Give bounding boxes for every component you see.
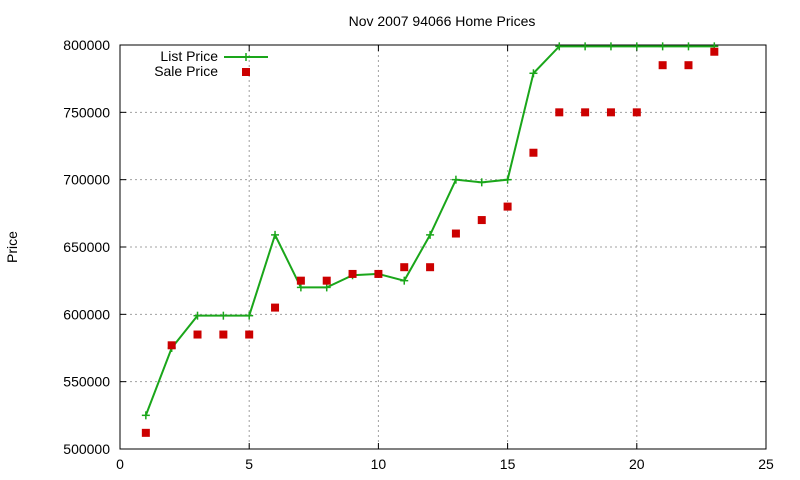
sale-price-point [167, 341, 176, 350]
list-price-point [245, 311, 254, 320]
legend-swatch-list-price [224, 53, 268, 61]
list-price-point [555, 42, 564, 51]
series-line-list-price [144, 45, 715, 416]
sale-price-point [581, 108, 590, 117]
list-price-point [503, 175, 512, 184]
list-price-point [529, 69, 538, 78]
list-price-point [219, 311, 228, 320]
sale-price-point [477, 216, 486, 225]
sale-price-point [684, 61, 693, 70]
y-tick-label: 500000 [63, 441, 110, 457]
sale-price-point [400, 263, 409, 272]
y-tick-label: 750000 [63, 104, 110, 120]
sale-price-point [245, 330, 254, 339]
y-tick-label: 700000 [63, 172, 110, 188]
x-tick-label: 15 [500, 456, 516, 472]
grid [120, 45, 766, 449]
sale-price-point [555, 108, 564, 117]
sale-price-point [322, 276, 331, 285]
y-tick-label: 650000 [63, 239, 110, 255]
y-tick-label: 800000 [63, 37, 110, 53]
sale-price-point [374, 269, 383, 278]
sale-price-point [503, 202, 512, 211]
sale-price-point [632, 108, 641, 117]
list-price-point [141, 411, 150, 420]
list-price-point [400, 276, 409, 285]
list-price-point [477, 178, 486, 187]
list-price-point [451, 175, 460, 184]
x-tick-label: 10 [371, 456, 387, 472]
list-price-point [296, 283, 305, 292]
sale-price-point [451, 229, 460, 238]
legend-label-sale-price: Sale Price [154, 63, 218, 79]
y-axis-label: Price [4, 231, 20, 263]
list-price-point [632, 42, 641, 51]
sale-price-point [710, 47, 719, 56]
plot-frame [119, 44, 767, 450]
list-price-point [322, 283, 331, 292]
x-tick-label: 20 [629, 456, 645, 472]
y-tick-label: 550000 [63, 374, 110, 390]
sale-price-point [426, 263, 435, 272]
legend-swatch-sale-price [242, 68, 250, 76]
sale-price-point [296, 276, 305, 285]
sale-price-point [606, 108, 615, 117]
series [141, 42, 719, 437]
sale-price-point [193, 330, 202, 339]
chart-title: Nov 2007 94066 Home Prices [349, 13, 536, 29]
list-price-point [684, 42, 693, 51]
y-tick-label: 600000 [63, 306, 110, 322]
list-price-point [581, 42, 590, 51]
list-price-point [658, 42, 667, 51]
sale-price-point [348, 269, 357, 278]
list-price-point [271, 230, 280, 239]
sale-price-point [658, 61, 667, 70]
sale-price-point [219, 330, 228, 339]
list-price-point [426, 230, 435, 239]
x-tick-label: 0 [116, 456, 124, 472]
sale-price-point [529, 148, 538, 157]
sale-price-point [271, 303, 280, 312]
legend-label-list-price: List Price [160, 48, 218, 64]
x-tick-label: 5 [245, 456, 253, 472]
list-price-point [193, 311, 202, 320]
legend: List Price Sale Price [154, 48, 268, 79]
list-price-point [606, 42, 615, 51]
sale-price-point [141, 428, 150, 437]
x-tick-label: 25 [758, 456, 774, 472]
